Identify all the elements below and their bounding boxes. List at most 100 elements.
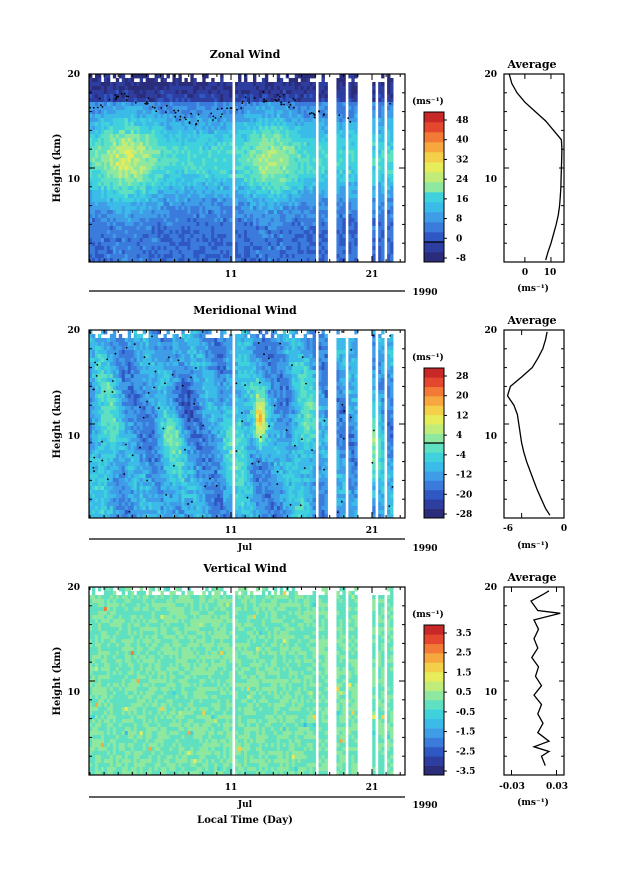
colorbar-swatch (424, 192, 444, 203)
heatmap-cell (354, 222, 358, 227)
heatmap-cell (154, 162, 158, 167)
heatmap-cell (288, 238, 293, 243)
heatmap-cell (258, 122, 263, 127)
heatmap-cell (339, 118, 343, 123)
heatmap-cell (139, 114, 144, 119)
heatmap-cell (321, 210, 325, 215)
heatmap-cell (148, 146, 152, 151)
heatmap-cell (127, 122, 132, 127)
heatmap-cell (312, 218, 316, 223)
heatmap-cell (297, 214, 302, 219)
heatmap-cell (136, 250, 141, 255)
heatmap-cell (220, 110, 224, 115)
heatmap-cell (247, 174, 251, 179)
heatmap-cell (372, 238, 376, 243)
heatmap-cell (157, 198, 161, 203)
heatmap-cell (115, 190, 120, 195)
zero-contour-mark (127, 95, 130, 98)
heatmap-cell (247, 222, 251, 227)
heatmap-cell (109, 114, 114, 119)
heatmap-cell (381, 74, 385, 79)
heatmap-cell (142, 254, 147, 259)
heatmap-cell (127, 378, 132, 383)
heatmap-cell (196, 214, 200, 219)
heatmap-cell (297, 206, 302, 211)
zero-contour-mark (310, 112, 313, 114)
zero-contour-mark (96, 106, 99, 109)
heatmap-cell (211, 78, 215, 83)
heatmap-cell (175, 122, 179, 127)
heatmap-cell (276, 186, 281, 191)
heatmap-cell (226, 194, 230, 199)
heatmap-cell (279, 206, 284, 211)
heatmap-cell (121, 214, 126, 219)
heatmap-cell (100, 414, 105, 419)
heatmap-cell (306, 238, 310, 243)
heatmap-cell (163, 198, 167, 203)
heatmap-cell (133, 86, 138, 91)
heatmap-cell (151, 234, 155, 239)
heatmap-cell (351, 238, 355, 243)
heatmap-cell (157, 86, 161, 91)
heatmap-cell (205, 226, 209, 231)
heatmap-cell (193, 118, 197, 123)
heatmap-cell (124, 126, 129, 131)
heatmap-cell (136, 138, 141, 143)
heatmap-cell (121, 438, 126, 443)
heatmap-cell (205, 230, 209, 235)
heatmap-cell (258, 138, 263, 143)
heatmap-cell (300, 98, 305, 103)
heatmap-cell (136, 106, 141, 111)
heatmap-cell (261, 146, 266, 151)
heatmap-cell (100, 190, 105, 195)
heatmap-cell (133, 142, 138, 147)
heatmap-cell (306, 174, 310, 179)
heatmap-cell (94, 246, 99, 251)
heatmap-cell (261, 190, 266, 195)
heatmap-cell (309, 258, 313, 262)
heatmap-cell (351, 82, 355, 87)
heatmap-cell (154, 210, 158, 215)
heatmap-cell (130, 94, 135, 99)
heatmap-cell (288, 258, 293, 262)
heatmap-cell (300, 166, 305, 171)
heatmap-cell (247, 226, 251, 231)
heatmap-cell (208, 190, 212, 195)
heatmap-cell (91, 158, 96, 163)
heatmap-cell (139, 186, 144, 191)
heatmap-cell (91, 366, 96, 371)
heatmap-cell (106, 502, 111, 507)
heatmap-cell (288, 210, 293, 215)
heatmap-cell (381, 170, 385, 175)
heatmap-cell (193, 242, 197, 247)
heatmap-cell (282, 226, 287, 231)
heatmap-cell (235, 126, 239, 131)
heatmap-cell (312, 254, 316, 259)
heatmap-cell (169, 90, 173, 95)
heatmap-cell (109, 490, 114, 495)
heatmap-cell (226, 110, 230, 115)
heatmap-cell (139, 206, 144, 211)
heatmap-cell (208, 182, 212, 187)
heatmap-cell (109, 94, 114, 99)
heatmap-cell (89, 182, 93, 187)
heatmap-cell (178, 186, 182, 191)
heatmap-cell (387, 90, 391, 95)
heatmap-cell (124, 486, 129, 491)
heatmap-cell (184, 230, 188, 235)
heatmap-cell (252, 178, 257, 183)
heatmap-cell (387, 234, 391, 239)
heatmap-cell (199, 182, 203, 187)
heatmap-cell (267, 230, 272, 235)
heatmap-cell (106, 370, 111, 375)
heatmap-cell (270, 110, 275, 115)
heatmap-cell (184, 202, 188, 207)
heatmap-cell (279, 198, 284, 203)
heatmap-cell (118, 94, 123, 99)
heatmap-cell (297, 110, 302, 115)
heatmap-cell (124, 190, 129, 195)
heatmap-cell (145, 154, 150, 159)
heatmap-cell (387, 230, 391, 235)
heatmap-cell (139, 246, 144, 251)
heatmap-cell (181, 186, 185, 191)
